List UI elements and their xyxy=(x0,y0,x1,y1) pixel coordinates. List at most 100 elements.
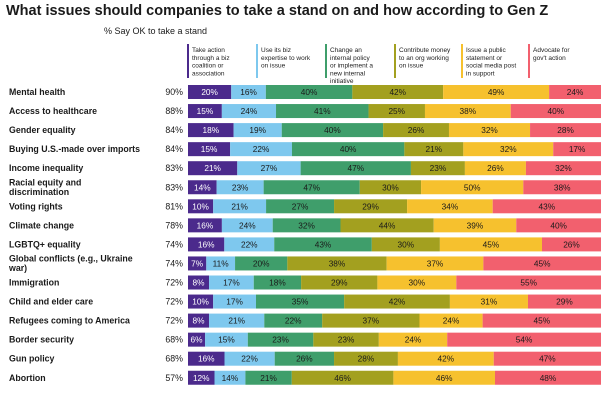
data-label: 32% xyxy=(298,220,315,230)
data-label: 46% xyxy=(436,373,453,383)
bar-segment xyxy=(224,237,275,252)
bar-segment xyxy=(224,351,275,366)
bar-segment xyxy=(377,275,457,290)
bar-segment xyxy=(264,313,323,328)
data-label: 28% xyxy=(358,354,375,364)
data-label: 30% xyxy=(398,239,415,249)
data-label: 40% xyxy=(324,125,341,135)
data-label: 24% xyxy=(241,106,258,116)
legend-label: Issue a public statement or social media p… xyxy=(466,47,516,77)
row-total: 78% xyxy=(165,220,183,230)
data-label: 50% xyxy=(464,182,481,192)
data-label: 30% xyxy=(382,182,399,192)
bar-segment xyxy=(549,85,601,99)
data-label: 40% xyxy=(550,220,567,230)
row-total: 74% xyxy=(165,239,183,249)
bar-segment xyxy=(352,85,444,99)
data-label: 49% xyxy=(488,87,505,97)
bar-segment xyxy=(209,275,254,290)
bar-segment xyxy=(322,313,420,328)
data-label: 28% xyxy=(557,125,574,135)
data-label: 25% xyxy=(388,106,405,116)
row-label: Voting rights xyxy=(9,201,63,211)
data-label: 26% xyxy=(296,354,313,364)
data-label: 38% xyxy=(554,182,571,192)
data-label: 38% xyxy=(329,258,346,268)
data-label: 47% xyxy=(347,163,364,173)
row-total: 68% xyxy=(165,335,183,345)
bar-segment xyxy=(407,199,493,214)
data-label: 45% xyxy=(534,258,551,268)
data-label: 41% xyxy=(314,106,331,116)
data-label: 37% xyxy=(427,258,444,268)
bar-segment xyxy=(493,351,601,366)
row-total: 83% xyxy=(165,182,183,192)
bar-segment xyxy=(188,351,225,366)
data-label: 40% xyxy=(548,106,565,116)
bar-segment xyxy=(334,199,408,214)
row-total: 74% xyxy=(165,258,183,268)
row-label: Buying U.S.-made over imports xyxy=(9,144,140,154)
bar-segment xyxy=(188,218,222,233)
data-label: 16% xyxy=(198,239,215,249)
data-label: 24% xyxy=(239,220,256,230)
data-label: 10% xyxy=(192,297,209,307)
bar-segment xyxy=(291,142,405,157)
data-label: 16% xyxy=(240,87,257,97)
bar-segment xyxy=(443,85,550,99)
data-label: 22% xyxy=(241,354,258,364)
data-label: 45% xyxy=(483,239,500,249)
bar-segment xyxy=(265,85,353,99)
row-label: Mental health xyxy=(9,87,65,97)
bar-segment xyxy=(274,237,372,252)
bar-segment xyxy=(523,180,601,195)
bar-segment xyxy=(530,123,601,138)
bar-segment xyxy=(263,180,360,195)
data-label: 26% xyxy=(408,125,425,135)
data-label: 23% xyxy=(338,335,355,345)
data-label: 43% xyxy=(315,239,332,249)
row-label: LGBTQ+ equality xyxy=(9,239,81,249)
bar-segment xyxy=(188,104,222,119)
bar-segment xyxy=(525,161,601,176)
bar-segment xyxy=(516,218,601,233)
data-label: 43% xyxy=(539,201,556,211)
bar-segment xyxy=(527,294,601,309)
data-label: 24% xyxy=(567,87,584,97)
legend-label: Use its biz expertise to work on issue xyxy=(261,47,311,70)
data-label: 21% xyxy=(426,144,443,154)
bar-segment xyxy=(274,351,335,366)
data-label: 21% xyxy=(204,163,221,173)
data-label: 40% xyxy=(340,144,357,154)
row-label: Racial equity and discrimination xyxy=(9,178,81,198)
row-label: Gun policy xyxy=(9,354,55,364)
row-label: Abortion xyxy=(9,373,46,383)
data-label: 6% xyxy=(191,335,204,345)
legend-label: Change an internal policy or implement a ne… xyxy=(330,47,373,85)
row-total: 72% xyxy=(165,278,183,288)
bar-segment xyxy=(494,370,601,385)
bar-segment xyxy=(359,180,422,195)
bar-segment xyxy=(247,332,314,347)
row-total: 68% xyxy=(165,354,183,364)
bar-segment xyxy=(386,256,484,271)
data-label: 15% xyxy=(201,144,218,154)
bar-segment xyxy=(188,180,217,195)
bar-segment xyxy=(188,85,232,99)
bar-segment xyxy=(439,237,542,252)
bar-segment xyxy=(371,237,440,252)
data-label: 15% xyxy=(218,335,235,345)
bar-segment xyxy=(230,142,292,157)
data-label: 54% xyxy=(516,335,533,345)
bar-segment xyxy=(188,370,215,385)
bar-segment xyxy=(313,332,379,347)
row-label: Border security xyxy=(9,335,74,345)
data-label: 16% xyxy=(197,220,214,230)
bar-segment xyxy=(492,199,601,214)
bar-segment xyxy=(291,370,394,385)
data-label: 27% xyxy=(261,163,278,173)
bar-segment xyxy=(334,351,398,366)
bar-segment xyxy=(393,370,495,385)
bar-segment xyxy=(253,275,302,290)
data-label: 46% xyxy=(334,373,351,383)
